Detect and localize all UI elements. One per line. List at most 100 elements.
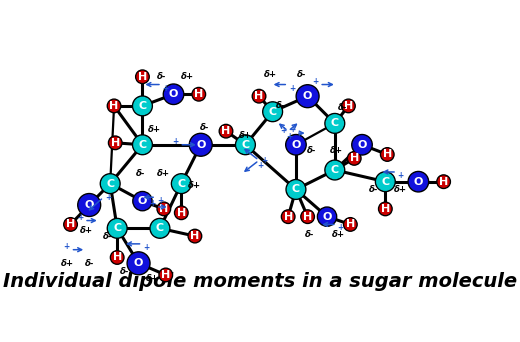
Text: +: + [163,83,169,93]
Circle shape [377,173,394,190]
Circle shape [288,181,305,198]
Text: δ+: δ+ [330,146,343,155]
Circle shape [264,103,281,120]
Circle shape [342,99,355,113]
Text: C: C [138,101,147,111]
Text: δ-: δ- [338,103,347,113]
Circle shape [285,134,306,155]
Text: O: O [414,177,423,187]
Circle shape [301,210,315,223]
Text: +: + [63,242,70,251]
Text: H: H [383,149,392,159]
Text: +: + [280,127,286,135]
Text: δ+: δ+ [264,70,277,79]
Text: δ+: δ+ [146,274,159,283]
Circle shape [297,86,318,106]
Circle shape [408,171,428,192]
Circle shape [379,202,392,216]
Circle shape [192,88,205,101]
Circle shape [172,174,191,194]
Circle shape [343,101,354,111]
Circle shape [188,229,202,243]
Text: +: + [312,77,319,86]
Circle shape [236,135,255,155]
Circle shape [133,192,152,211]
Circle shape [112,252,123,263]
Text: C: C [156,223,164,233]
Text: H: H [66,220,75,229]
Text: δ+: δ+ [180,72,193,81]
Circle shape [326,161,343,179]
Text: δ-: δ- [276,102,285,110]
Text: δ-: δ- [200,123,210,132]
Circle shape [159,268,173,282]
Circle shape [134,193,151,209]
Text: +: + [398,171,404,180]
Circle shape [151,220,168,237]
Circle shape [107,219,127,238]
Circle shape [110,251,124,264]
Circle shape [79,195,99,215]
Circle shape [325,114,345,133]
Circle shape [150,219,170,238]
Circle shape [133,135,152,155]
Circle shape [326,115,343,132]
Text: O: O [138,196,147,206]
Circle shape [64,218,77,231]
Text: +: + [289,125,295,134]
Circle shape [375,172,395,192]
Circle shape [283,211,294,222]
Text: H: H [109,101,119,111]
Text: +: + [77,212,83,222]
Text: δ-: δ- [307,146,316,155]
Circle shape [136,70,149,83]
Text: δ+: δ+ [148,125,161,134]
Circle shape [109,101,120,111]
Circle shape [100,174,120,194]
Circle shape [109,136,122,150]
Text: O: O [196,140,205,150]
Circle shape [254,91,265,102]
Text: C: C [268,107,277,117]
Circle shape [382,149,393,160]
Text: δ+: δ+ [188,181,201,190]
Text: δ-: δ- [136,169,145,179]
Text: H: H [111,138,120,148]
Text: C: C [138,140,147,150]
Circle shape [409,173,427,190]
Text: δ+: δ+ [157,169,171,179]
Text: δ+: δ+ [80,226,93,235]
Circle shape [220,126,231,136]
Circle shape [159,203,169,214]
Text: +: + [286,132,292,141]
Circle shape [353,136,371,154]
Circle shape [134,136,151,153]
Text: H: H [159,204,168,214]
Text: δ+: δ+ [239,131,252,140]
Circle shape [287,136,305,154]
Text: C: C [381,177,389,187]
Text: δ+: δ+ [332,229,345,239]
Text: C: C [331,165,339,175]
Text: +: + [157,196,163,205]
Text: H: H [346,220,355,229]
Text: Individual dipole moments in a sugar molecule: Individual dipole moments in a sugar mol… [3,272,517,291]
Text: C: C [177,179,185,189]
Text: +: + [337,223,344,233]
Circle shape [352,134,372,155]
Text: C: C [113,223,121,233]
Circle shape [381,148,394,161]
Circle shape [344,218,357,231]
Text: H: H [283,212,293,222]
Circle shape [78,194,101,216]
Text: δ-: δ- [305,229,314,239]
Circle shape [163,84,184,105]
Text: C: C [241,140,250,150]
Text: H: H [439,177,448,187]
Circle shape [345,219,356,230]
Text: δ-: δ- [297,70,306,79]
Circle shape [134,97,151,115]
Circle shape [110,137,121,148]
Text: δ-: δ- [120,266,129,276]
Circle shape [189,133,212,156]
